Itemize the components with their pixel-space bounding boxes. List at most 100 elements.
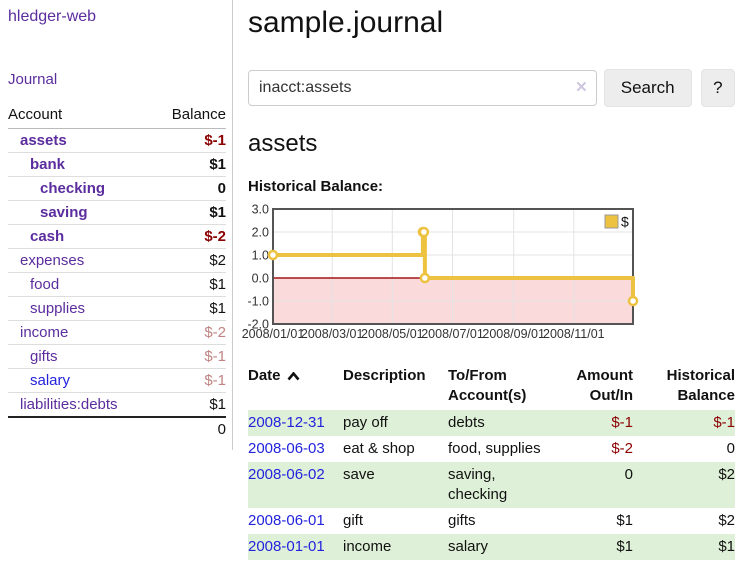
transaction-description: pay off xyxy=(343,410,448,436)
account-link[interactable]: assets xyxy=(20,132,67,149)
accounts-table: Account Balance assets $-1 bank $1 checking 0… xyxy=(8,106,226,441)
transaction-date-link[interactable]: 2008-06-01 xyxy=(248,512,325,529)
account-link[interactable]: income xyxy=(20,324,69,341)
account-link[interactable]: bank xyxy=(30,156,66,173)
chart-point-marker xyxy=(418,226,430,238)
account-link[interactable]: saving xyxy=(40,204,88,221)
chart-y-tick-label: -2.0 xyxy=(247,318,269,332)
register-header-date[interactable]: Date xyxy=(248,364,343,410)
account-balance: $-2 xyxy=(204,228,226,245)
transaction-date-link[interactable]: 2008-06-02 xyxy=(248,466,325,483)
chart-y-tick-label: 1.0 xyxy=(252,249,269,263)
transaction-date-link[interactable]: 2008-12-31 xyxy=(248,414,325,431)
app-title-link[interactable]: hledger-web xyxy=(8,8,97,25)
search-form: ✕ Search ? xyxy=(248,69,735,107)
account-row: checking 0 xyxy=(8,177,226,201)
transaction-amount: $1 xyxy=(558,534,641,560)
sidebar: hledger-web Journal Account Balance asse… xyxy=(0,0,233,450)
account-row: cash $-2 xyxy=(8,225,226,249)
account-link[interactable]: expenses xyxy=(20,252,85,269)
transaction-row[interactable]: 2008-06-02 save saving, checking 0 $2 xyxy=(248,462,735,508)
account-link[interactable]: checking xyxy=(40,180,106,197)
account-link[interactable]: supplies xyxy=(30,300,86,317)
transaction-row[interactable]: 2008-01-01 income salary $1 $1 xyxy=(248,534,735,560)
search-input[interactable] xyxy=(248,70,597,106)
nav-journal-link[interactable]: Journal xyxy=(8,71,58,88)
chart-x-tick-label: 2008/03/01 xyxy=(301,327,364,341)
chart-point-marker xyxy=(627,295,639,307)
page-title: sample.journal xyxy=(248,6,444,39)
account-row: assets $-1 xyxy=(8,129,226,153)
chart-point-marker xyxy=(267,249,279,261)
chart-legend-swatch xyxy=(604,214,619,229)
account-balance: 0 xyxy=(217,180,226,197)
accounts-total-row: 0 xyxy=(8,416,226,441)
account-balance: $1 xyxy=(209,300,226,317)
transaction-row[interactable]: 2008-06-01 gift gifts $1 $2 xyxy=(248,508,735,534)
transaction-accounts: salary xyxy=(448,534,558,560)
transaction-amount: $1 xyxy=(616,512,633,529)
chart-x-tick-label: 2008/05/01 xyxy=(361,327,424,341)
clear-search-icon[interactable]: ✕ xyxy=(575,79,588,96)
transaction-description: income xyxy=(343,534,448,560)
transaction-row[interactable]: 2008-06-03 eat & shop food, supplies $-2 0 xyxy=(248,436,735,462)
account-balance: $1 xyxy=(209,204,226,221)
transaction-accounts: saving, checking xyxy=(448,462,558,508)
chart-legend-label: $ xyxy=(621,214,629,230)
register-table-body: 2008-12-31 pay off debts $-1 $-1 2008-06-03 ea… xyxy=(248,410,735,560)
account-link[interactable]: food xyxy=(30,276,60,293)
account-title: assets xyxy=(248,130,318,157)
account-row: saving $1 xyxy=(8,201,226,225)
transaction-date-link[interactable]: 2008-06-03 xyxy=(248,440,325,457)
account-row: salary $-1 xyxy=(8,369,226,393)
account-row: supplies $1 xyxy=(8,297,226,321)
transaction-description: gift xyxy=(343,512,364,529)
transaction-accounts: gifts xyxy=(448,512,476,529)
chart-y-tick-label: 3.0 xyxy=(252,203,269,217)
account-balance: $-1 xyxy=(204,372,226,389)
transaction-balance: 0 xyxy=(726,440,735,457)
transaction-accounts: food, supplies xyxy=(448,440,541,457)
account-link[interactable]: liabilities:debts xyxy=(20,396,118,413)
account-link[interactable]: gifts xyxy=(30,348,58,365)
accounts-table-body: assets $-1 bank $1 checking 0 saving $1 cash $-2 e… xyxy=(8,129,226,416)
account-link[interactable]: cash xyxy=(30,228,65,245)
main-content: sample.journal ✕ Search ? assets Histori… xyxy=(242,0,735,560)
register-header-tofrom: To/From Account(s) xyxy=(448,367,527,404)
chart-x-tick-label: 2008/11/01 xyxy=(543,327,605,341)
historical-balance-chart: 3.0 2.0 1.0 0.0 -1.0 -2.02008/01/012008/03/01… xyxy=(242,203,639,341)
register-header-balance: Historical Balance xyxy=(666,367,735,404)
account-link[interactable]: salary xyxy=(30,372,71,389)
account-row: expenses $2 xyxy=(8,249,226,273)
account-row: gifts $-1 xyxy=(8,345,226,369)
chart-point-marker xyxy=(419,272,431,284)
account-row: food $1 xyxy=(8,273,226,297)
transaction-balance: $2 xyxy=(641,462,735,508)
transaction-description: eat & shop xyxy=(343,440,415,457)
transaction-description: save xyxy=(343,462,448,508)
register-header-description: Description xyxy=(343,367,426,384)
accounts-total-value: 0 xyxy=(217,421,226,438)
chart-y-tick-label: 0.0 xyxy=(252,272,269,286)
register-table: Date Description To/From Account(s) Amou… xyxy=(248,364,735,560)
accounts-header-balance: Balance xyxy=(171,106,226,123)
chart-y-tick-label: 2.0 xyxy=(252,226,269,240)
register-header-date-label: Date xyxy=(248,367,281,384)
account-row: bank $1 xyxy=(8,153,226,177)
chart-heading: Historical Balance: xyxy=(248,178,384,195)
transaction-date-link[interactable]: 2008-01-01 xyxy=(248,538,325,555)
sort-ascending-icon xyxy=(287,371,300,380)
chart-x-tick-label: 2008/01/01 xyxy=(242,327,305,341)
transaction-amount: $-2 xyxy=(611,440,633,457)
chart-x-tick-label: 2008/07/01 xyxy=(421,327,484,341)
register-header-amount: Amount Out/In xyxy=(576,367,633,404)
transaction-row[interactable]: 2008-12-31 pay off debts $-1 $-1 xyxy=(248,410,735,436)
account-balance: $1 xyxy=(209,396,226,413)
help-button[interactable]: ? xyxy=(700,69,735,107)
account-balance: $-1 xyxy=(204,132,226,149)
chart-x-tick-label: 2008/09/01 xyxy=(482,327,545,341)
transaction-amount: $-1 xyxy=(558,410,641,436)
account-balance: $1 xyxy=(209,276,226,293)
search-button[interactable]: Search xyxy=(603,69,692,107)
register-header-row: Date Description To/From Account(s) Amou… xyxy=(248,364,735,410)
